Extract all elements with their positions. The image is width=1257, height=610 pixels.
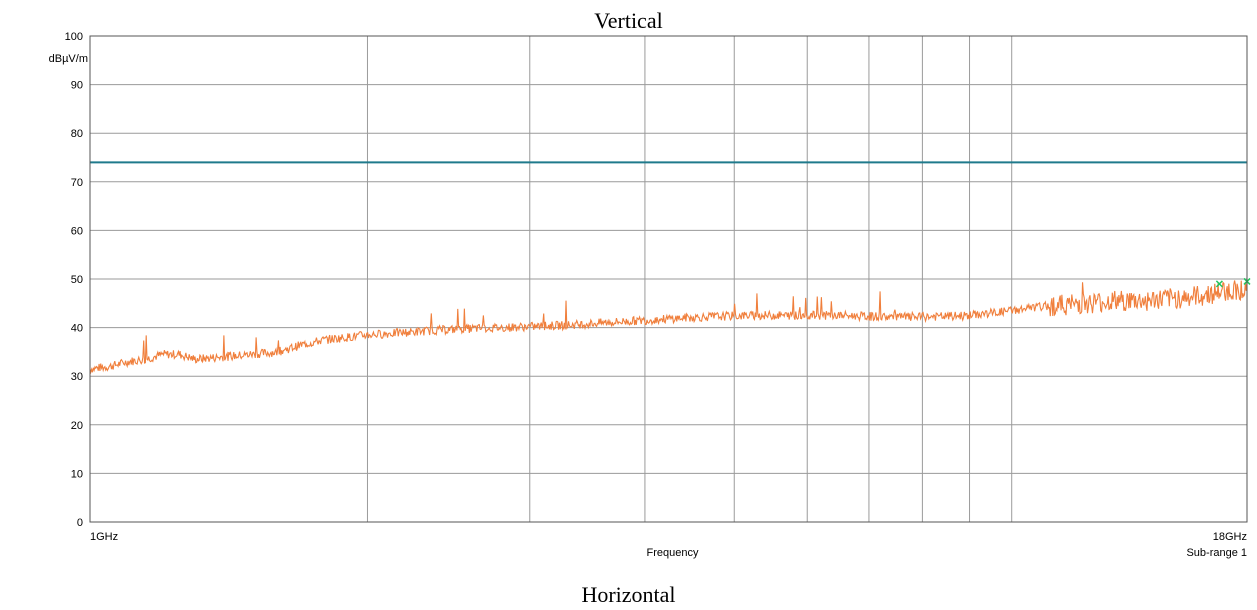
y-tick-label: 70	[71, 177, 83, 189]
y-tick-label: 20	[71, 420, 83, 432]
series-layer	[89, 280, 1248, 375]
y-tick-label: 80	[71, 128, 83, 140]
x-axis-label: Frequency	[647, 547, 699, 559]
x-tick-label-end: 18GHz	[1213, 531, 1247, 543]
y-tick-label: 10	[71, 468, 83, 480]
plot-area: 0 10 20 30 40 50 60 70 80 90 100 dBµV/m 1GHz 18GHz Fre…	[49, 31, 1251, 559]
plot-frame	[89, 35, 1248, 523]
y-tick-label: 90	[71, 80, 83, 92]
y-tick-label: 0	[77, 517, 83, 529]
y-axis-label: dBµV/m	[49, 53, 88, 65]
y-tick-label: 50	[71, 274, 83, 286]
y-tick-label: 40	[71, 323, 83, 335]
axis-layer: 0 10 20 30 40 50 60 70 80 90 100 dBµV/m 1GHz 18GHz Fre…	[49, 31, 1248, 559]
y-tick-label: 100	[65, 31, 83, 43]
y-tick-label: 60	[71, 225, 83, 237]
x-tick-label-start: 1GHz	[90, 531, 118, 543]
sub-range-label: Sub-range 1	[1186, 547, 1247, 559]
chart-title: Vertical	[594, 8, 663, 33]
peak-marker	[1215, 280, 1223, 288]
emission-series-line	[89, 280, 1248, 375]
chart-subtitle: Horizontal	[581, 582, 676, 607]
grid-layer	[89, 35, 1248, 523]
y-tick-label: 30	[71, 371, 83, 383]
